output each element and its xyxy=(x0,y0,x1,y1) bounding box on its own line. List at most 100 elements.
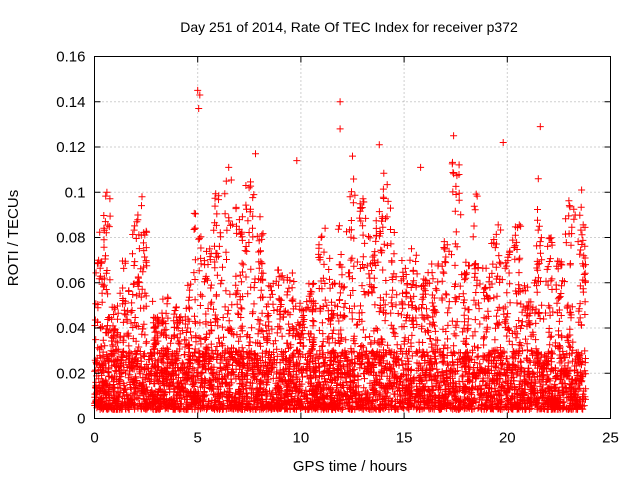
data-point xyxy=(132,337,140,345)
data-point xyxy=(454,387,462,395)
data-point xyxy=(218,276,226,284)
data-point xyxy=(275,273,283,281)
data-point xyxy=(164,314,172,322)
data-point xyxy=(218,355,226,363)
data-point xyxy=(529,328,537,336)
data-point xyxy=(353,321,361,329)
data-point xyxy=(222,287,230,295)
data-point xyxy=(403,375,411,383)
data-point xyxy=(328,298,335,306)
data-point xyxy=(527,405,535,412)
data-point xyxy=(235,401,243,409)
data-point xyxy=(218,380,226,388)
data-point xyxy=(316,307,324,315)
data-point xyxy=(484,374,492,382)
data-point xyxy=(196,302,204,309)
data-point xyxy=(171,307,179,314)
data-point xyxy=(509,384,517,392)
data-point xyxy=(528,376,536,384)
data-point xyxy=(237,230,244,238)
data-point xyxy=(409,316,417,324)
data-point xyxy=(379,396,387,404)
data-point xyxy=(284,309,292,317)
data-point xyxy=(567,397,575,405)
data-point xyxy=(489,260,497,268)
data-point xyxy=(284,386,292,393)
data-point xyxy=(435,398,443,406)
data-point xyxy=(92,384,100,392)
data-point xyxy=(359,343,367,351)
data-point xyxy=(324,349,332,357)
data-point xyxy=(299,334,307,342)
data-point xyxy=(122,311,130,319)
data-point xyxy=(165,401,173,409)
data-point xyxy=(316,253,324,261)
data-point xyxy=(164,360,171,368)
data-point xyxy=(128,358,136,366)
data-point xyxy=(337,384,345,392)
data-point xyxy=(328,386,336,394)
data-point xyxy=(339,284,347,292)
data-point xyxy=(358,282,366,290)
data-point xyxy=(259,378,267,386)
data-point xyxy=(493,375,501,383)
data-point xyxy=(112,345,120,353)
data-point xyxy=(207,300,215,308)
data-point xyxy=(447,400,455,407)
data-point xyxy=(213,210,221,218)
data-point xyxy=(113,329,121,337)
data-point xyxy=(397,345,405,353)
data-point xyxy=(110,332,117,340)
data-point xyxy=(366,333,374,341)
data-point xyxy=(424,385,432,393)
data-point xyxy=(402,365,410,373)
data-point xyxy=(404,354,412,362)
data-point xyxy=(490,357,497,365)
data-point xyxy=(274,390,282,398)
data-point xyxy=(311,385,319,393)
data-point xyxy=(225,317,233,325)
data-point xyxy=(230,402,238,410)
data-point xyxy=(299,327,307,335)
data-point xyxy=(235,394,243,402)
data-point xyxy=(98,289,106,297)
data-point xyxy=(348,315,356,323)
data-point xyxy=(478,402,486,409)
data-point xyxy=(259,328,267,336)
data-point xyxy=(398,257,406,264)
data-point xyxy=(386,348,394,356)
data-point xyxy=(228,368,236,376)
data-point xyxy=(298,306,306,314)
data-point xyxy=(96,228,104,236)
data-point xyxy=(448,317,456,325)
data-point xyxy=(544,348,552,356)
data-point xyxy=(339,348,347,356)
data-point xyxy=(450,342,458,350)
data-point xyxy=(124,394,132,402)
data-point xyxy=(329,334,337,342)
data-point xyxy=(525,405,533,413)
data-point xyxy=(140,351,148,359)
data-point xyxy=(330,310,338,318)
data-point xyxy=(345,273,353,281)
data-point xyxy=(377,402,385,410)
data-point xyxy=(355,316,363,323)
data-point xyxy=(331,301,339,309)
data-point xyxy=(455,396,463,404)
data-point xyxy=(325,339,333,347)
data-point xyxy=(407,342,415,350)
data-point xyxy=(542,378,550,386)
data-point xyxy=(369,253,377,261)
data-point xyxy=(424,314,432,322)
data-point xyxy=(98,323,106,331)
data-point xyxy=(246,398,254,406)
data-point xyxy=(440,245,448,253)
data-point xyxy=(296,299,304,307)
data-point xyxy=(285,344,292,352)
data-point xyxy=(239,348,247,355)
data-point xyxy=(235,359,243,366)
data-point xyxy=(270,307,278,314)
data-point xyxy=(415,387,423,394)
data-point xyxy=(500,347,508,355)
data-point xyxy=(146,395,154,403)
